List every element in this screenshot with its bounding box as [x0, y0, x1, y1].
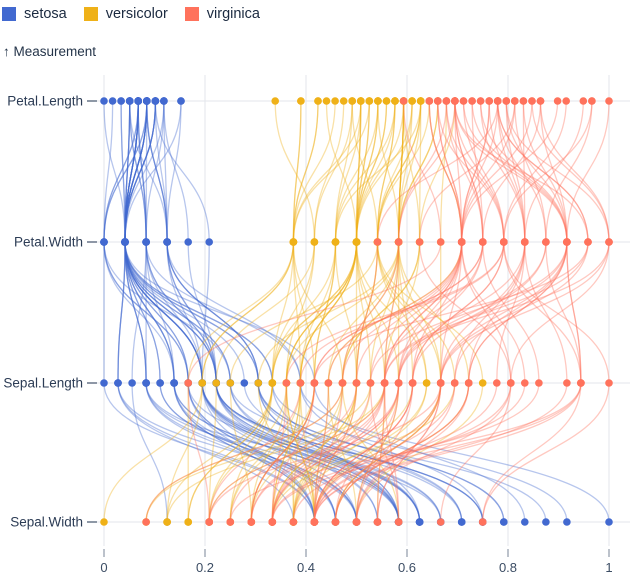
legend-item-virginica: virginica: [184, 6, 260, 22]
x-gridlines: [103, 75, 610, 546]
legend-swatch-versicolor: [83, 7, 98, 21]
dots-layer: [100, 97, 613, 526]
svg-text:0.4: 0.4: [297, 560, 315, 575]
legend-item-setosa: setosa: [2, 6, 67, 22]
x-axis-ticks: 0 0.2 0.4 0.6 0.8 1: [100, 549, 613, 575]
lines-layer: [103, 100, 610, 523]
legend-label-versicolor: versicolor: [105, 6, 168, 22]
svg-text:Petal.Length: Petal.Length: [7, 94, 83, 109]
svg-text:0.2: 0.2: [196, 560, 214, 575]
svg-text:Sepal.Width: Sepal.Width: [10, 515, 83, 530]
svg-text:0: 0: [100, 560, 107, 575]
svg-text:Petal.Width: Petal.Width: [14, 235, 83, 250]
legend-label-virginica: virginica: [206, 6, 260, 22]
legend-swatch-virginica: [184, 7, 199, 21]
legend-item-versicolor: versicolor: [83, 6, 168, 22]
y-axis-title: ↑ Measurement: [3, 44, 97, 59]
svg-text:0.8: 0.8: [499, 560, 517, 575]
legend-swatch-setosa: [2, 7, 16, 21]
svg-text:Sepal.Length: Sepal.Length: [3, 376, 83, 391]
legend: setosa versicolor virginica: [2, 6, 277, 22]
svg-text:1: 1: [605, 560, 612, 575]
legend-label-setosa: setosa: [24, 6, 67, 22]
svg-text:0.6: 0.6: [398, 560, 416, 575]
